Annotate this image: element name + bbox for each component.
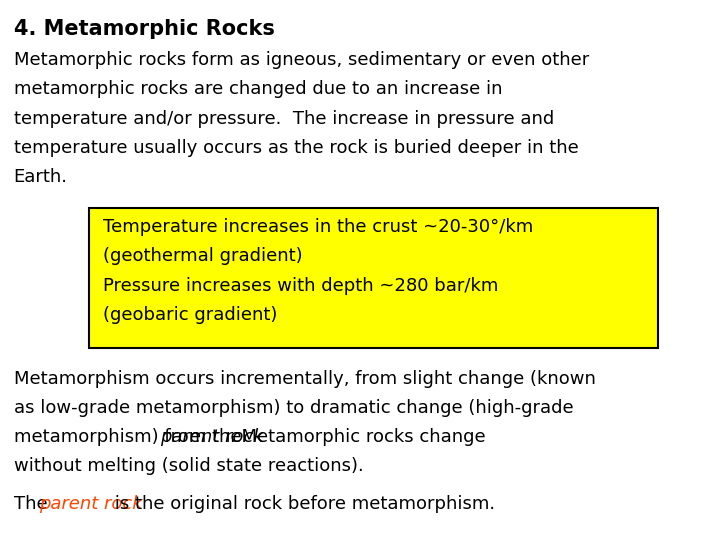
Text: is the original rock before metamorphism.: is the original rock before metamorphism… xyxy=(109,495,495,514)
Text: parent rock: parent rock xyxy=(161,428,264,446)
FancyBboxPatch shape xyxy=(89,208,657,348)
Text: Metamorphism occurs incrementally, from slight change (known: Metamorphism occurs incrementally, from … xyxy=(14,370,595,388)
Text: Temperature increases in the crust ~20-30°/km: Temperature increases in the crust ~20-3… xyxy=(103,218,533,235)
Text: . Metamorphic rocks change: . Metamorphic rocks change xyxy=(230,428,486,446)
Text: temperature and/or pressure.  The increase in pressure and: temperature and/or pressure. The increas… xyxy=(14,110,554,127)
Text: Pressure increases with depth ~280 bar/km: Pressure increases with depth ~280 bar/k… xyxy=(103,277,498,295)
Text: Metamorphic rocks form as igneous, sedimentary or even other: Metamorphic rocks form as igneous, sedim… xyxy=(14,51,589,69)
Text: metamorphic rocks are changed due to an increase in: metamorphic rocks are changed due to an … xyxy=(14,80,502,98)
Text: as low-grade metamorphism) to dramatic change (high-grade: as low-grade metamorphism) to dramatic c… xyxy=(14,399,573,417)
Text: 4. Metamorphic Rocks: 4. Metamorphic Rocks xyxy=(14,19,274,39)
Text: parent rock: parent rock xyxy=(39,495,143,514)
Text: Earth.: Earth. xyxy=(14,168,68,186)
Text: metamorphism) from the: metamorphism) from the xyxy=(14,428,247,446)
Text: (geobaric gradient): (geobaric gradient) xyxy=(103,306,277,324)
Text: without melting (solid state reactions).: without melting (solid state reactions). xyxy=(14,457,364,475)
Text: (geothermal gradient): (geothermal gradient) xyxy=(103,247,302,265)
Text: temperature usually occurs as the rock is buried deeper in the: temperature usually occurs as the rock i… xyxy=(14,139,578,157)
Text: The: The xyxy=(14,495,53,514)
